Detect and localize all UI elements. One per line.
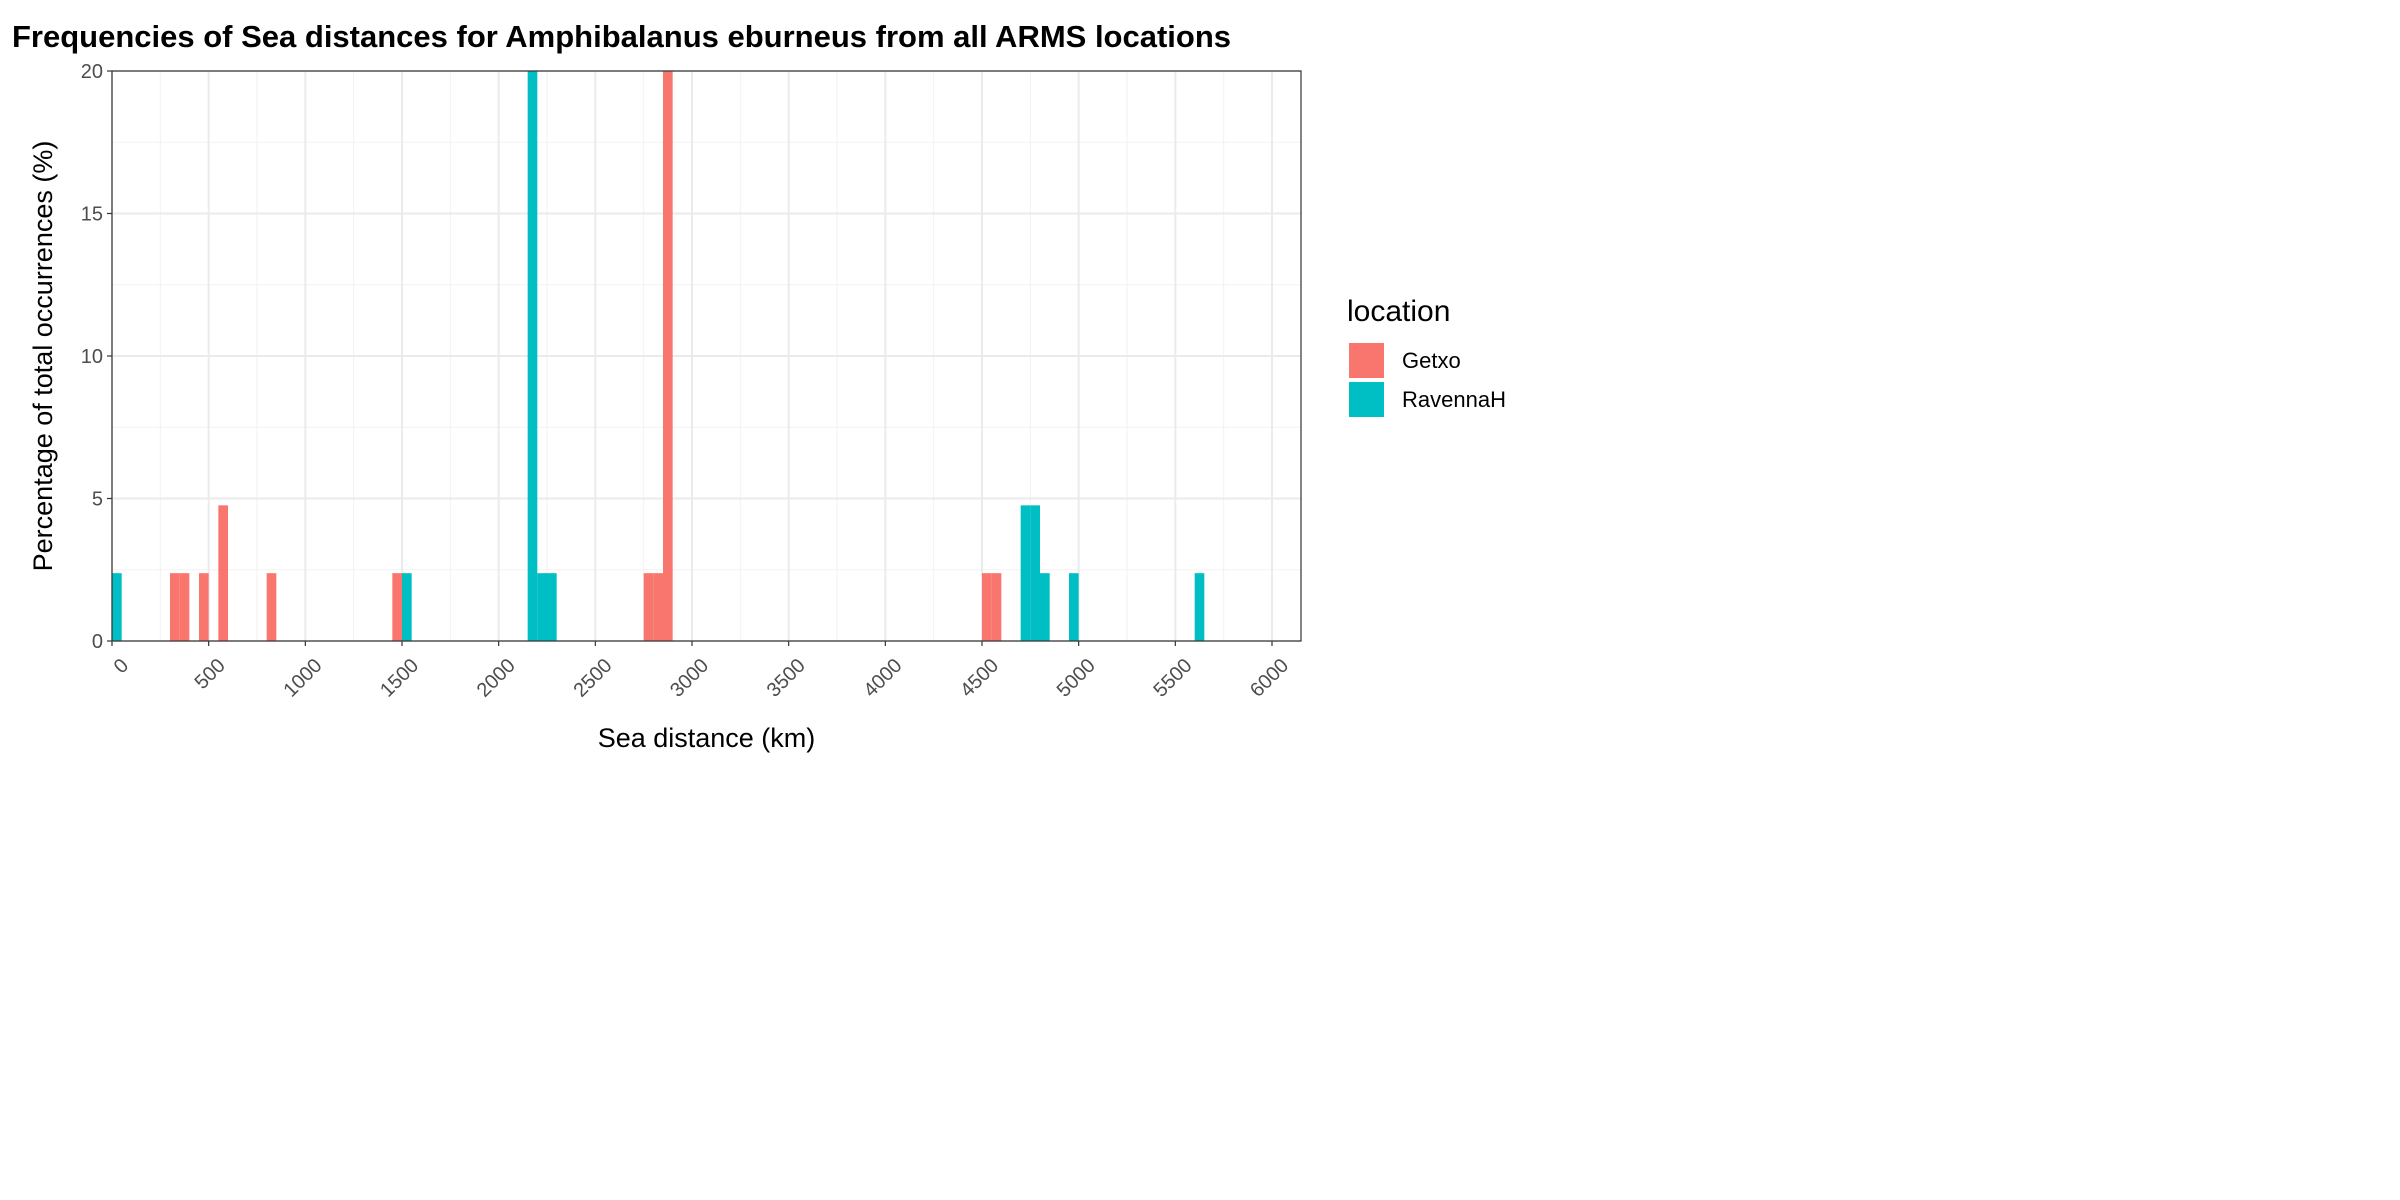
legend-key-ravennah xyxy=(1349,382,1384,417)
bar-ravennah-5600 xyxy=(1194,573,1205,641)
y-tick-label: 5 xyxy=(92,489,103,511)
bar-ravennah-4800 xyxy=(1040,573,1050,641)
y-tick-label: 0 xyxy=(92,631,103,653)
grid-lines xyxy=(111,70,1301,642)
x-tick-label: 6000 xyxy=(1246,655,1293,702)
bar-ravennah-2200 xyxy=(537,573,547,641)
y-tick-label: 20 xyxy=(81,61,103,83)
y-axis-title: Percentage of total occurrences (%) xyxy=(28,141,58,572)
x-tick-label: 3000 xyxy=(666,655,713,702)
bar-ravennah-4750 xyxy=(1030,505,1040,641)
bar-ravennah-0 xyxy=(112,573,122,641)
legend-label-ravennah: RavennaH xyxy=(1402,387,1506,412)
bar-ravennah-2250 xyxy=(547,573,557,641)
bar-getxo-800 xyxy=(266,573,277,641)
x-tick-label: 1000 xyxy=(279,655,326,702)
bar-getxo-1450 xyxy=(392,573,402,641)
bar-getxo-450 xyxy=(199,573,209,641)
x-tick-label: 500 xyxy=(191,655,230,694)
bars xyxy=(112,71,1205,641)
x-tick-label: 5500 xyxy=(1149,655,1196,702)
y-tick-label: 10 xyxy=(81,346,103,368)
bar-getxo-300 xyxy=(170,573,180,641)
bar-ravennah-4950 xyxy=(1069,573,1079,641)
bar-ravennah-4700 xyxy=(1020,505,1031,641)
x-tick-label: 1500 xyxy=(376,655,423,702)
x-tick-label: 2500 xyxy=(569,655,616,702)
bar-ravennah-2150 xyxy=(527,71,538,641)
x-tick-label: 0 xyxy=(110,655,133,678)
histogram-chart: Frequencies of Sea distances for Amphiba… xyxy=(12,19,1506,753)
legend-label-getxo: Getxo xyxy=(1402,348,1461,373)
x-tick-label: 4000 xyxy=(859,655,906,702)
x-tick-label: 4500 xyxy=(956,655,1003,702)
y-tick-label: 15 xyxy=(81,204,103,226)
x-tick-label: 2000 xyxy=(473,655,520,702)
bar-ravennah-1500 xyxy=(402,573,412,641)
bar-getxo-4550 xyxy=(991,573,1002,641)
legend-title: location xyxy=(1347,295,1450,328)
bar-getxo-350 xyxy=(179,573,190,641)
bar-getxo-2850 xyxy=(663,71,673,641)
bar-getxo-2800 xyxy=(653,573,663,641)
bar-getxo-550 xyxy=(218,505,228,641)
bar-getxo-2750 xyxy=(643,573,654,641)
x-tick-label: 5000 xyxy=(1053,655,1100,702)
bar-getxo-4500 xyxy=(982,573,992,641)
legend: location Getxo RavennaH xyxy=(1347,295,1506,417)
axis-ticks: 0 500 1000 1500 2000 2500 3000 3500 4000 4500 5000… xyxy=(81,61,1293,702)
chart-title: Frequencies of Sea distances for Amphiba… xyxy=(12,19,1231,54)
x-tick-label: 3500 xyxy=(763,655,810,702)
legend-key-getxo xyxy=(1349,343,1384,378)
x-axis-title: Sea distance (km) xyxy=(598,723,816,753)
